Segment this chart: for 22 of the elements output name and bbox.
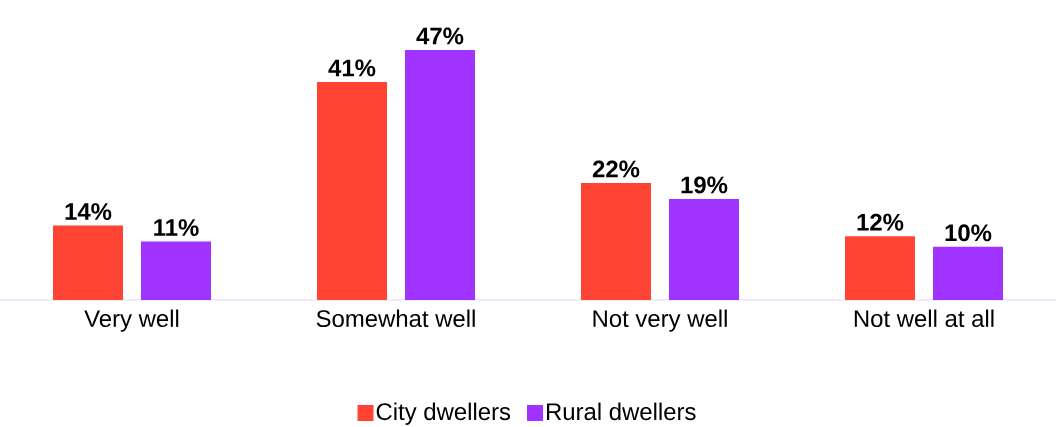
data-label: 11% <box>154 219 199 236</box>
x-tick-label: Somewhat well <box>316 309 475 328</box>
data-label: 14% <box>65 203 112 220</box>
legend-label: Rural dwellers <box>546 402 696 421</box>
data-label: 19% <box>681 176 728 194</box>
data-label: 41% <box>328 59 376 77</box>
bar <box>668 198 739 300</box>
data-label: 47% <box>416 27 464 45</box>
x-tick-label: Not very well <box>593 309 727 332</box>
x-tick-label: Very well <box>84 309 179 332</box>
legend-label: City dwellers <box>376 402 511 425</box>
x-tick-label: Not well at all <box>854 309 994 328</box>
bar <box>317 81 387 300</box>
bar <box>932 246 1003 300</box>
data-label: 12% <box>857 213 904 231</box>
bar <box>405 49 475 300</box>
bar <box>53 225 123 300</box>
bar <box>141 241 211 300</box>
data-label: 22% <box>592 160 640 178</box>
data-label: 10% <box>945 224 992 242</box>
bar <box>844 236 915 300</box>
bar <box>580 182 651 300</box>
